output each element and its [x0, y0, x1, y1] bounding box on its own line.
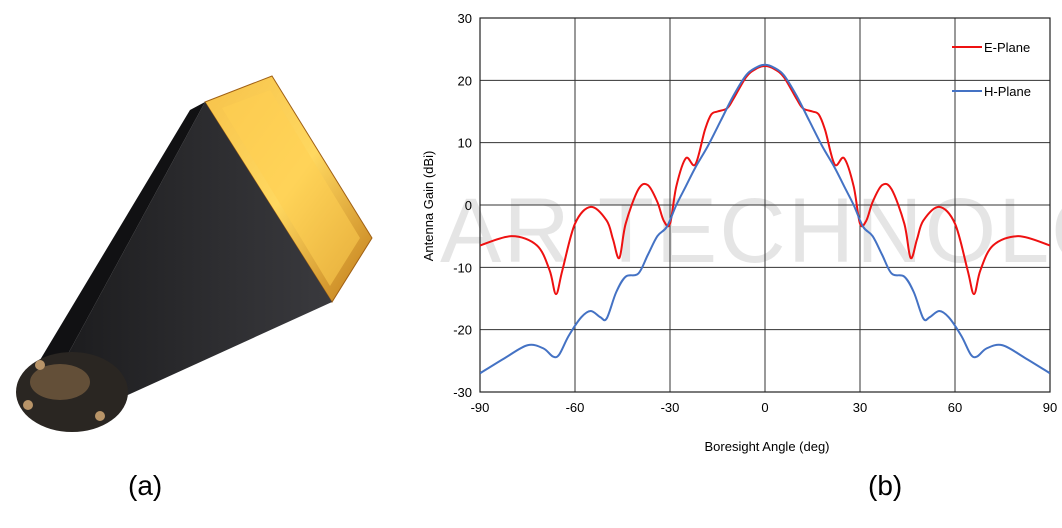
- y-tick-label: 10: [458, 136, 472, 151]
- panel-label-b: (b): [868, 470, 903, 501]
- y-tick-label: 20: [458, 73, 472, 88]
- x-axis-title: Boresight Angle (deg): [704, 439, 829, 454]
- y-tick-label: 30: [458, 11, 472, 26]
- y-tick-label: -30: [453, 385, 472, 400]
- x-tick-label: 0: [761, 400, 768, 415]
- y-tick-label: -20: [453, 323, 472, 338]
- chart-tick-labels: -90 -60 -30 0 30 60 90 -30 -20 -10 0 10 20 30: [453, 11, 1057, 415]
- flange-screw: [35, 360, 45, 370]
- x-tick-label: 90: [1043, 400, 1057, 415]
- x-tick-label: 60: [948, 400, 962, 415]
- legend-label: H-Plane: [984, 84, 1031, 99]
- series-line-h-plane: [480, 63, 1050, 375]
- chart-series: [480, 63, 1050, 375]
- chart-legend: E-Plane H-Plane: [952, 40, 1031, 99]
- horn-antenna-photo: [16, 75, 373, 432]
- gain-pattern-chart: AR TECHNOLOG -90 -60 -30 0 30 60 90 -30 -20 -10 0 1…: [421, 11, 1062, 454]
- watermark-text: AR TECHNOLOG: [440, 180, 1062, 282]
- series-line-e-plane: [480, 64, 1050, 296]
- legend-label: E-Plane: [984, 40, 1030, 55]
- x-tick-label: -90: [471, 400, 490, 415]
- horn-flare-shadow: [40, 102, 205, 365]
- flange-screw: [95, 411, 105, 421]
- y-tick-label: 0: [465, 198, 472, 213]
- x-tick-label: 30: [853, 400, 867, 415]
- panel-label-a: (a): [128, 470, 163, 501]
- x-tick-label: -30: [661, 400, 680, 415]
- chart-grid: [479, 17, 1051, 393]
- horn-flare: [62, 102, 332, 405]
- flange-screw: [23, 400, 33, 410]
- horn-aperture-inner: [222, 90, 360, 286]
- y-tick-label: -10: [453, 260, 472, 275]
- flange-highlight: [30, 364, 90, 400]
- y-axis-title: Antenna Gain (dBi): [421, 151, 436, 262]
- plot-frame: [479, 17, 1051, 393]
- x-tick-label: -60: [566, 400, 585, 415]
